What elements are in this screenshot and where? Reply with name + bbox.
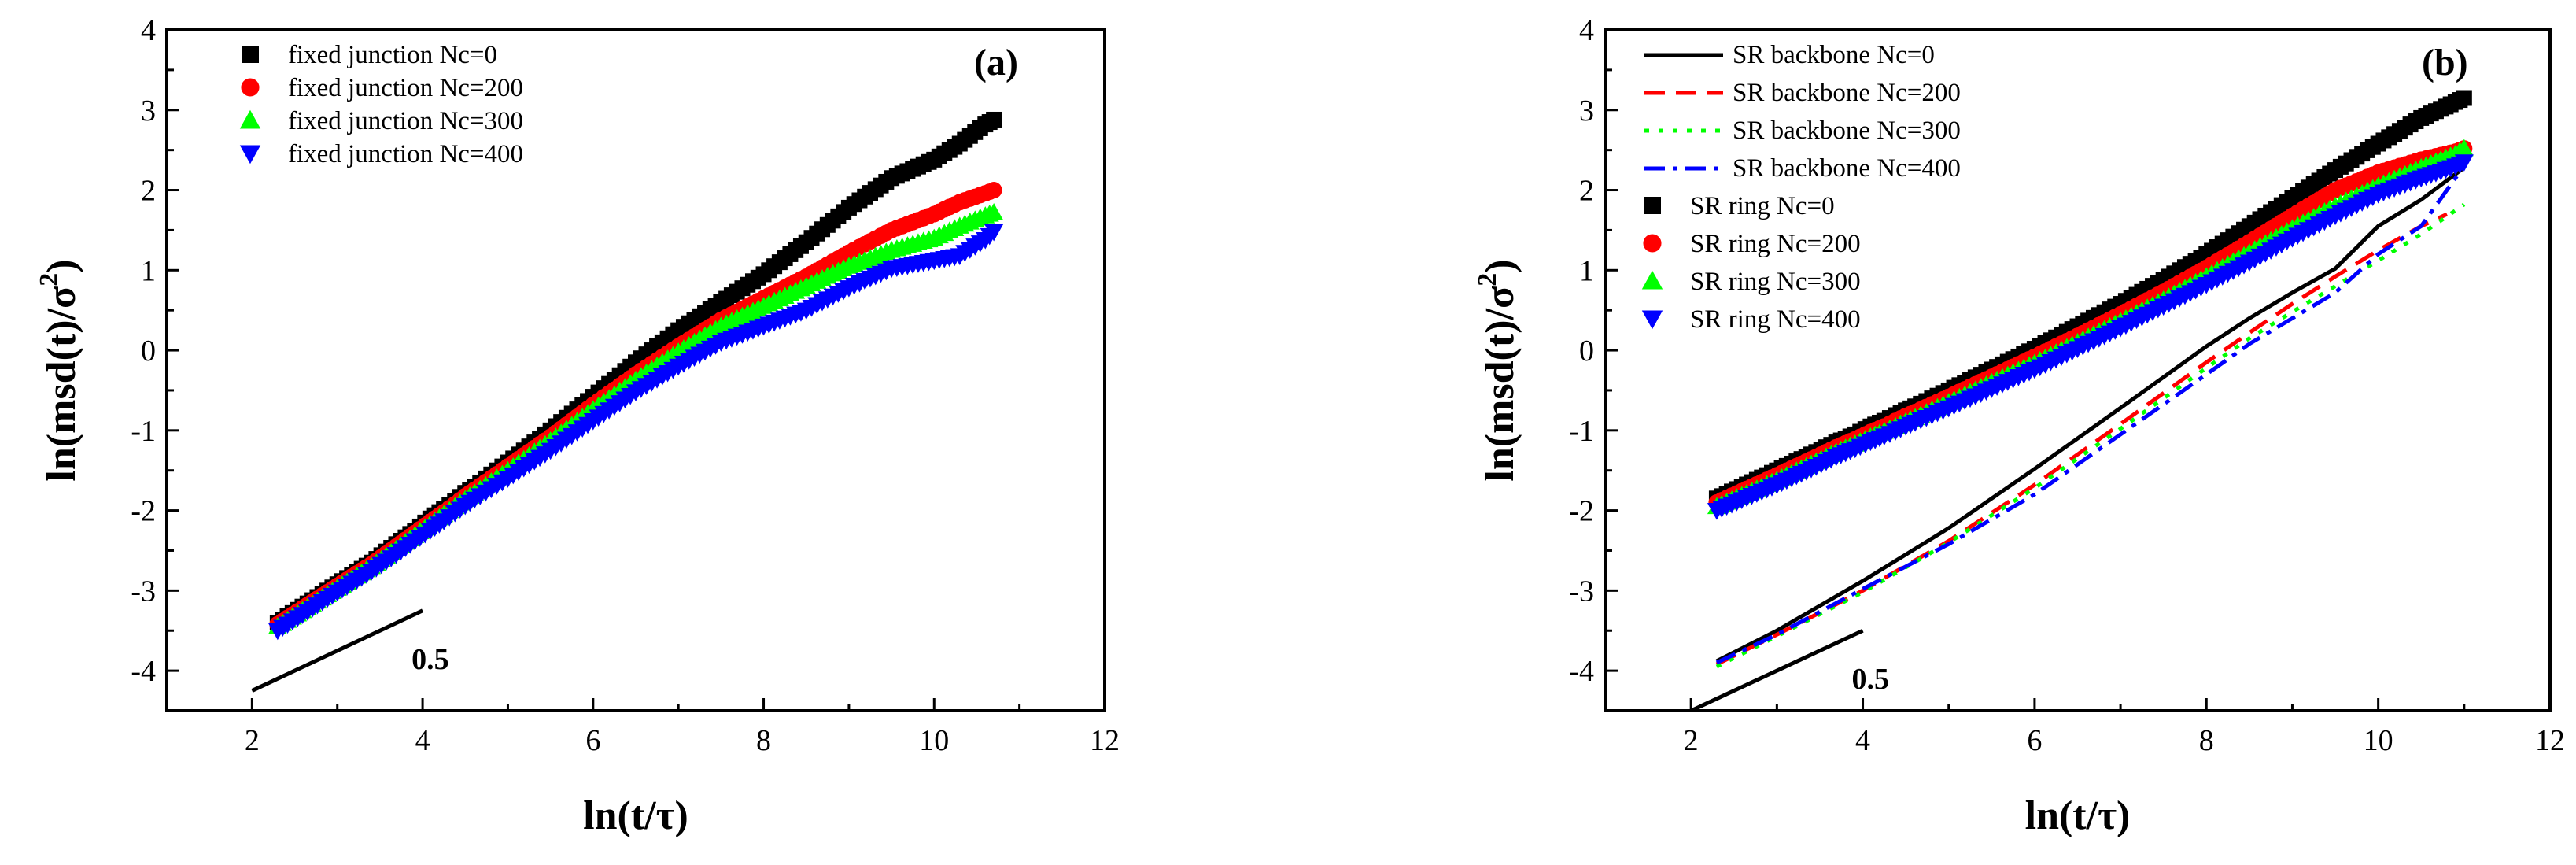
panel-b-series-line: [1715, 212, 2449, 667]
panel-b-slope-label: 0.5: [1852, 663, 1890, 696]
panel-b-data-point: [2454, 139, 2474, 157]
panel-b-series-line: [1715, 164, 2466, 665]
panel-a-x-tick-label: 2: [245, 724, 260, 757]
panel-b-x-tick-label: 4: [1855, 724, 1870, 757]
panel-a-x-tick-label: 12: [1090, 724, 1120, 757]
panel-a-data-point: [986, 111, 1002, 128]
panel-a-x-tick-label: 4: [415, 724, 430, 757]
panel-a-legend-label: fixed junction Nc=300: [288, 107, 523, 135]
panel-a-x-tick-label: 6: [585, 724, 600, 757]
panel-a-legend-label: fixed junction Nc=200: [288, 74, 523, 102]
panel-a-x-tick-label: 8: [756, 724, 771, 757]
panel-b-y-tick-label: 4: [1579, 14, 1594, 47]
panel-b-y-tick-label: -1: [1569, 415, 1594, 448]
panel-b-legend-label: SR backbone Nc=200: [1733, 79, 1961, 107]
panel-a-panel-label: (a): [974, 42, 1018, 83]
panel-b-y-tick-label: -3: [1569, 575, 1594, 608]
panel-b-series-3: [1715, 164, 2466, 665]
panel-b-plot-frame: [1604, 28, 2552, 712]
panel-a: 2 4 6 8 10 12-4-3-2-101234ln(t/τ)ln(msd(t)/σ2…: [35, 14, 1120, 838]
panel-b-y-tick-label: -4: [1569, 655, 1594, 688]
panel-a-x-tick-label: 10: [919, 724, 949, 757]
panel-b-legend-label: SR ring Nc=300: [1690, 268, 1861, 296]
panel-a-y-tick-label: 0: [141, 335, 156, 368]
panel-a-y-tick-label: 4: [141, 14, 156, 47]
panel-b-y-axis-title: ln(msd(t)/σ2): [1473, 259, 1522, 481]
panel-b-series-7: [1707, 154, 2474, 520]
panel-b-data-point: [2456, 90, 2472, 106]
panel-a-y-tick-label: -4: [131, 655, 156, 688]
panel-a-legend-marker-swatch: [239, 145, 261, 164]
panel-b-x-tick-label: 6: [2027, 724, 2042, 757]
panel-b-legend-label: SR backbone Nc=0: [1733, 41, 1935, 69]
panel-b-y-tick-label: 2: [1579, 175, 1594, 208]
panel-b-series-0: [1715, 165, 2466, 664]
panel-b-x-tick-label: 12: [2535, 724, 2565, 757]
panel-a-legend-label: fixed junction Nc=400: [288, 140, 523, 168]
panel-b-y-tick-label: -2: [1569, 495, 1594, 528]
panel-b-legend: SR backbone Nc=0 SR backbone Nc=200 SR bac…: [1641, 41, 1961, 334]
panel-a-legend-marker-swatch: [239, 109, 261, 129]
panel-b-series-1: [1715, 212, 2449, 667]
panel-a-x-axis-title: ln(t/τ): [583, 793, 688, 838]
panel-a-data-point: [984, 203, 1004, 220]
panel-b-y-tick-label: 1: [1579, 254, 1594, 287]
panel-a-y-tick-label: -2: [131, 495, 156, 528]
panel-a-y-tick-label: 1: [141, 254, 156, 287]
panel-a-y-tick-label: 2: [141, 175, 156, 208]
panel-a-plot-frame: [165, 28, 1106, 712]
panel-b-legend-label: SR backbone Nc=300: [1733, 116, 1961, 145]
panel-b-legend-label: SR ring Nc=400: [1690, 305, 1861, 334]
panel-a-legend: fixed junction Nc=0 fixed junction Nc=200…: [239, 41, 523, 168]
panel-b-legend-label: SR backbone Nc=400: [1733, 154, 1961, 183]
panel-a-y-axis-title: ln(msd(t)/σ2): [35, 259, 84, 481]
panel-b-legend-marker-swatch: [1641, 270, 1663, 290]
panel-b-legend-label: SR ring Nc=0: [1690, 192, 1835, 220]
panel-b-y-tick-label: 3: [1579, 94, 1594, 128]
panel-b-legend-label: SR ring Nc=200: [1690, 230, 1861, 258]
panel-a-legend-marker-swatch: [242, 46, 259, 63]
panel-b-x-tick-label: 2: [1684, 724, 1699, 757]
panel-b-slope-reference-line: [1690, 628, 1864, 713]
panel-a-slope-reference-line: [251, 608, 424, 693]
panel-a-data-point: [984, 224, 1004, 242]
panel-b-x-tick-label: 8: [2199, 724, 2214, 757]
panel-b-panel-label: (b): [2422, 42, 2468, 83]
panel-a-y-tick-label: 3: [141, 94, 156, 128]
panel-b-series-4: [1708, 90, 2472, 507]
panel-b-x-axis-title: ln(t/τ): [2025, 793, 2131, 838]
panel-a-data-point: [985, 182, 1002, 199]
panel-a-legend-marker-swatch: [241, 78, 260, 97]
panel-a-series-3: [268, 224, 1004, 641]
panel-b-y-tick-label: 0: [1579, 335, 1594, 368]
panel-b-series-line: [1715, 165, 2466, 664]
panel-b-legend-marker-swatch: [1643, 234, 1662, 253]
panel-b-legend-marker-swatch: [1644, 197, 1661, 214]
panel-a-y-tick-label: -3: [131, 575, 156, 608]
panel-b-legend-marker-swatch: [1641, 310, 1663, 330]
panel-a-legend-label: fixed junction Nc=0: [288, 41, 497, 69]
panel-b: 2 4 6 8 10 12-4-3-2-101234ln(t/τ)ln(msd(t)/σ2…: [1473, 14, 2565, 838]
panel-a-slope-label: 0.5: [411, 643, 449, 676]
panel-a-y-tick-label: -1: [131, 415, 156, 448]
panel-b-x-tick-label: 10: [2364, 724, 2393, 757]
panel-b-data-point: [2454, 154, 2474, 172]
